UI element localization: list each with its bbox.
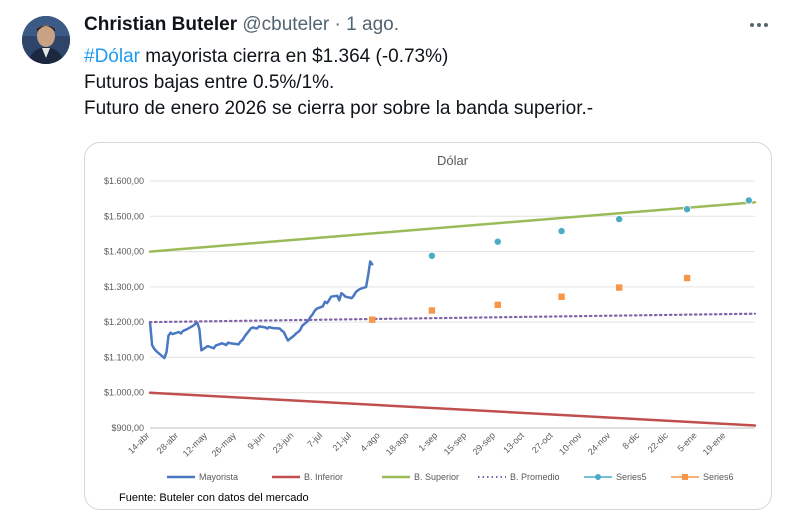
- series-point-series6: [683, 274, 691, 282]
- chart-title: Dólar: [437, 153, 469, 168]
- x-tick-label: 29-sep: [471, 430, 498, 457]
- x-tick-label: 23-jun: [271, 430, 296, 455]
- x-tick-label: 28-abr: [155, 430, 180, 455]
- series-line-b-promedio: [148, 312, 757, 324]
- x-tick-label: 15-sep: [442, 430, 469, 457]
- author-handle[interactable]: @cbuteler: [242, 14, 330, 35]
- hashtag-link[interactable]: #Dólar: [84, 46, 140, 67]
- legend-label-series6: Series6: [703, 472, 734, 482]
- x-tick-label: 22-dic: [646, 430, 671, 455]
- media-card[interactable]: Dólar $900,00 $1.000,00 $1.100,00 $1.200,00 $…: [84, 142, 772, 510]
- series-point-series5: [683, 205, 692, 214]
- tweet-date[interactable]: 1 ago.: [346, 14, 399, 35]
- x-tick-label: 9-jun: [245, 430, 266, 451]
- more-dots-icon: [750, 23, 768, 27]
- series-point-series5: [615, 215, 624, 224]
- tweet-header: Christian Buteler @cbuteler · 1 ago.: [84, 14, 399, 36]
- series-line-mayorista: [148, 260, 374, 360]
- legend-label-b-inferior: B. Inferior: [304, 472, 343, 482]
- y-tick-label: $1.000,00: [104, 388, 144, 398]
- x-tick-label: 24-nov: [586, 430, 613, 457]
- legend-label-b-promedio: B. Promedio: [510, 472, 560, 482]
- x-tick-label: 13-oct: [501, 430, 526, 455]
- legend-marker-series5: [595, 474, 601, 480]
- x-tick-label: 5-ene: [675, 430, 698, 453]
- x-tick-label: 27-oct: [530, 430, 555, 455]
- avatar[interactable]: [22, 16, 70, 64]
- series-point-series5: [427, 251, 436, 260]
- x-tick-label: 12-may: [181, 430, 210, 459]
- y-tick-label: $900,00: [111, 423, 144, 433]
- y-tick-label: $1.600,00: [104, 176, 144, 186]
- tweet-line-1: #Dólar mayorista cierra en $1.364 (-0.73…: [84, 44, 593, 70]
- y-tick-label: $1.500,00: [104, 211, 144, 221]
- series-point-series6: [615, 284, 623, 291]
- tweet-line-2: Futuros bajas entre 0.5%/1%.: [84, 72, 335, 93]
- dolar-chart: Dólar $900,00 $1.000,00 $1.100,00 $1.200,00 $…: [104, 153, 757, 482]
- separator-dot: ·: [334, 14, 341, 35]
- legend-marker-series6: [682, 474, 688, 480]
- series-point-series5: [557, 227, 566, 236]
- series-line-b-superior: [148, 200, 757, 253]
- series-point-series6: [558, 293, 565, 300]
- x-tick-label: 14-abr: [126, 430, 151, 455]
- y-tick-label: $1.400,00: [104, 247, 144, 257]
- legend-label-b-superior: B. Superior: [414, 472, 459, 482]
- series-line-b-inferior: [148, 391, 757, 427]
- more-icon[interactable]: [748, 14, 770, 42]
- x-tick-label: 1-sep: [417, 430, 440, 453]
- x-tick-label: 4-ago: [359, 430, 382, 453]
- x-tick-label: 21-jul: [330, 430, 353, 453]
- x-tick-label: 8-dic: [620, 430, 641, 451]
- series-point-series6: [494, 301, 501, 309]
- x-tick-label: 7-jul: [305, 430, 324, 449]
- series-point-series5: [493, 237, 502, 246]
- legend-label-series5: Series5: [616, 472, 647, 482]
- tweet-line-1-rest: mayorista cierra en $1.364 (-0.73%): [139, 46, 449, 67]
- author-name[interactable]: Christian Buteler: [84, 14, 238, 35]
- series-point-series5: [744, 196, 753, 205]
- y-tick-label: $1.300,00: [104, 282, 144, 292]
- x-tick-label: 10-nov: [557, 430, 584, 457]
- x-tick-label: 18-ago: [384, 430, 411, 457]
- tweet-text: #Dólar mayorista cierra en $1.364 (-0.73…: [84, 44, 593, 122]
- series-point-series6: [369, 316, 376, 323]
- x-tick-label: 19-ene: [701, 430, 728, 457]
- series-point-series6: [428, 307, 436, 314]
- x-tick-label: 26-may: [210, 430, 239, 459]
- y-tick-label: $1.200,00: [104, 317, 144, 327]
- avatar-image: [22, 16, 70, 64]
- legend-label-mayorista: Mayorista: [199, 472, 238, 482]
- y-tick-label: $1.100,00: [104, 352, 144, 362]
- tweet-line-3: Futuro de enero 2026 se cierra por sobre…: [84, 98, 594, 119]
- chart-source: Fuente: Buteler con datos del mercado: [119, 492, 309, 504]
